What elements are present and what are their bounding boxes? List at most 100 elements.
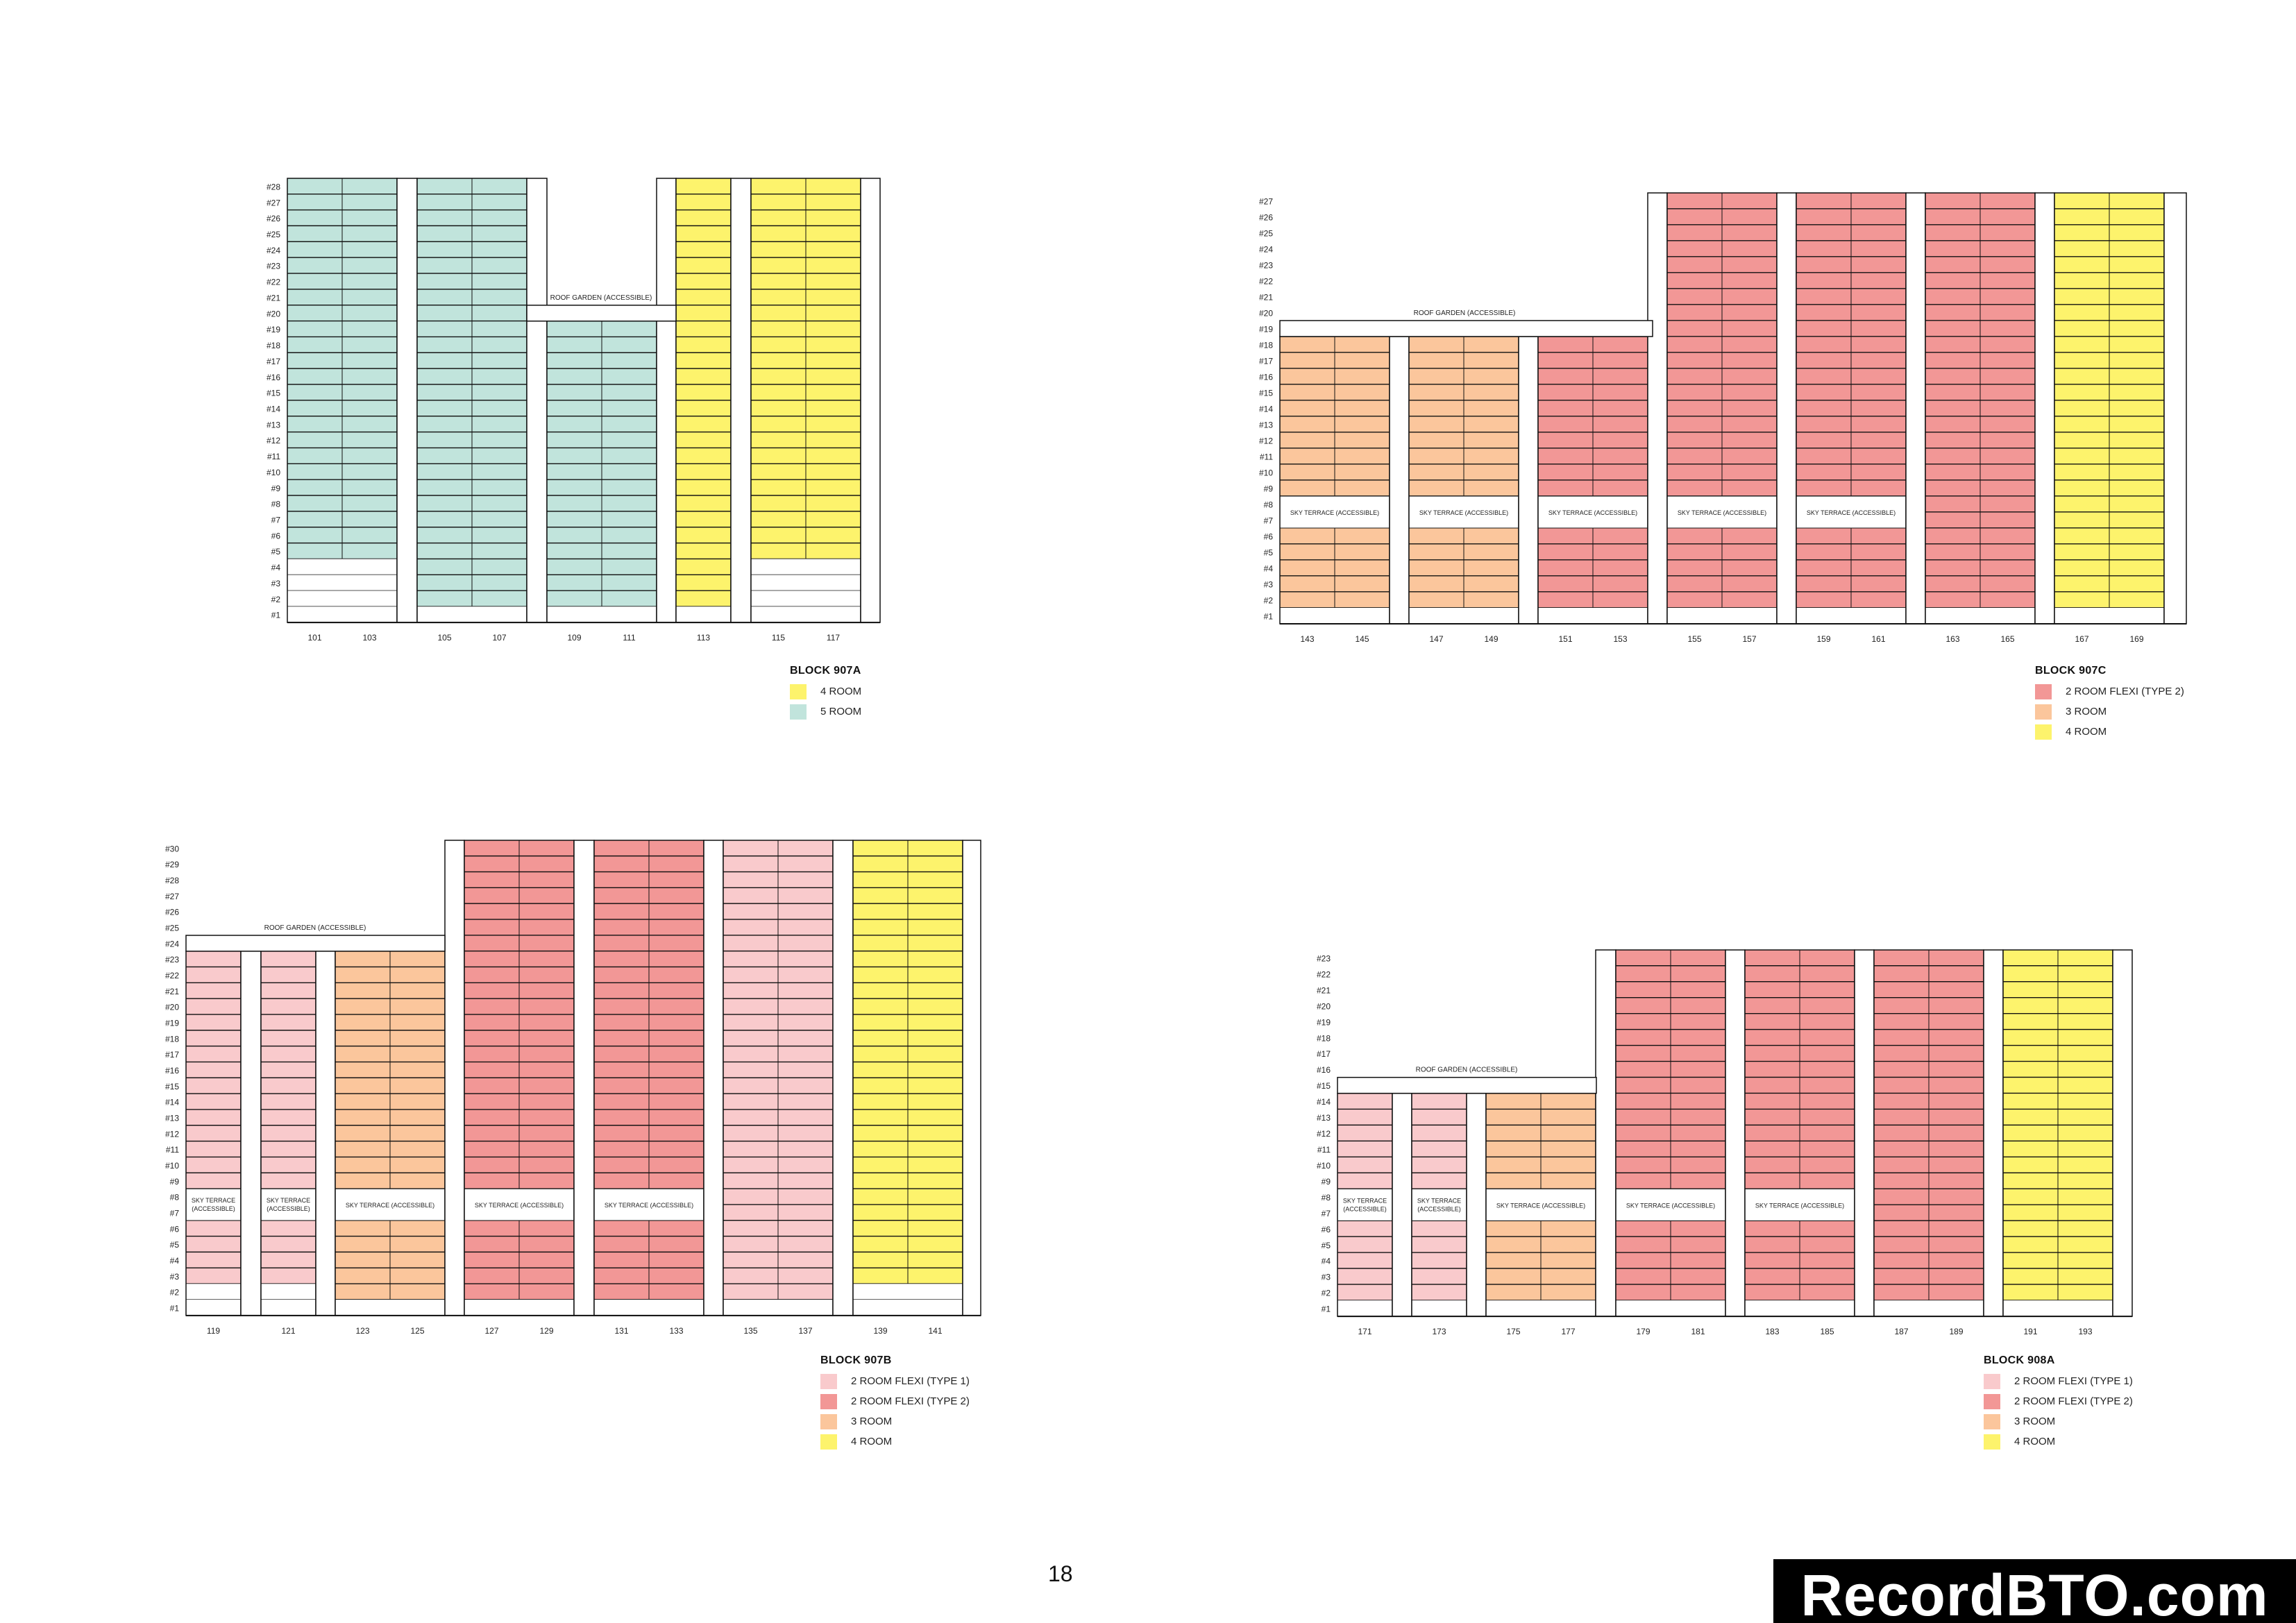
unit-cell[interactable]	[1666, 304, 1723, 321]
unit-cell[interactable]	[1873, 1109, 1930, 1126]
unit-cell[interactable]	[1334, 384, 1390, 401]
unit-cell[interactable]	[675, 226, 732, 242]
unit-cell[interactable]	[389, 1030, 446, 1047]
unit-cell[interactable]	[805, 305, 861, 322]
unit-cell[interactable]	[389, 1109, 446, 1126]
unit-cell[interactable]	[1928, 1284, 1984, 1301]
unit-cell[interactable]	[1334, 416, 1390, 433]
unit-cell[interactable]	[2109, 352, 2165, 369]
unit-cell[interactable]	[335, 951, 391, 968]
unit-cell[interactable]	[287, 194, 343, 211]
unit-cell[interactable]	[806, 590, 861, 607]
unit-cell[interactable]	[1666, 256, 1723, 273]
unit-cell[interactable]	[287, 210, 343, 227]
unit-cell[interactable]	[1721, 256, 1778, 273]
unit-cell[interactable]	[750, 352, 807, 369]
unit-cell[interactable]	[416, 416, 473, 433]
unit-cell[interactable]	[287, 226, 343, 242]
unit-cell[interactable]	[601, 495, 657, 512]
unit-cell[interactable]	[1850, 464, 1907, 481]
unit-cell[interactable]	[416, 241, 473, 258]
unit-cell[interactable]	[341, 321, 398, 338]
unit-cell[interactable]	[1486, 1300, 1541, 1317]
unit-cell[interactable]	[601, 527, 657, 544]
unit-cell[interactable]	[2054, 479, 2110, 497]
unit-cell[interactable]	[777, 840, 834, 857]
unit-cell[interactable]	[907, 982, 963, 999]
unit-cell[interactable]	[1980, 575, 2036, 593]
unit-cell[interactable]	[287, 352, 343, 369]
unit-cell[interactable]	[341, 178, 398, 195]
unit-cell[interactable]	[1980, 192, 2036, 210]
unit-cell[interactable]	[1279, 368, 1335, 385]
unit-cell[interactable]	[1408, 479, 1464, 497]
unit-cell[interactable]	[852, 1157, 909, 1173]
unit-cell[interactable]	[675, 257, 732, 274]
unit-cell[interactable]	[260, 1141, 316, 1158]
unit-cell[interactable]	[750, 289, 807, 306]
unit-cell[interactable]	[287, 543, 343, 560]
unit-cell[interactable]	[907, 1220, 963, 1237]
unit-cell[interactable]	[1873, 1141, 1930, 1157]
unit-cell[interactable]	[1666, 591, 1723, 609]
unit-cell[interactable]	[805, 210, 861, 227]
unit-cell[interactable]	[464, 1141, 520, 1158]
unit-cell[interactable]	[1408, 432, 1464, 449]
unit-cell[interactable]	[601, 384, 657, 401]
unit-cell[interactable]	[389, 1141, 446, 1158]
unit-cell[interactable]	[675, 559, 732, 576]
unit-cell[interactable]	[185, 1093, 242, 1110]
unit-cell[interactable]	[2054, 368, 2110, 385]
unit-cell[interactable]	[1670, 1109, 1726, 1126]
unit-cell[interactable]	[601, 575, 657, 591]
unit-cell[interactable]	[750, 384, 807, 401]
unit-cell[interactable]	[723, 1062, 779, 1078]
unit-cell[interactable]	[1925, 304, 1981, 321]
unit-cell[interactable]	[1873, 1013, 1930, 1030]
unit-cell[interactable]	[335, 1267, 391, 1284]
unit-cell[interactable]	[723, 1283, 779, 1300]
unit-cell[interactable]	[777, 1062, 834, 1078]
unit-cell[interactable]	[389, 1014, 446, 1031]
unit-cell[interactable]	[907, 1109, 963, 1126]
unit-cell[interactable]	[907, 1093, 963, 1110]
unit-cell[interactable]	[2057, 1125, 2113, 1142]
unit-cell[interactable]	[1796, 320, 1852, 337]
unit-cell[interactable]	[1925, 527, 1981, 545]
unit-cell[interactable]	[1334, 368, 1390, 385]
unit-cell[interactable]	[185, 1267, 242, 1284]
unit-cell[interactable]	[777, 1267, 834, 1284]
unit-cell[interactable]	[675, 321, 732, 338]
unit-cell[interactable]	[2054, 575, 2110, 593]
unit-cell[interactable]	[805, 432, 861, 449]
unit-cell[interactable]	[1928, 1236, 1984, 1253]
unit-cell[interactable]	[464, 1267, 520, 1284]
unit-cell[interactable]	[1850, 368, 1907, 385]
unit-cell[interactable]	[723, 1188, 779, 1205]
unit-cell[interactable]	[471, 257, 527, 274]
unit-cell[interactable]	[518, 1093, 575, 1110]
unit-cell[interactable]	[185, 982, 242, 999]
unit-cell[interactable]	[546, 590, 602, 607]
unit-cell[interactable]	[2002, 1268, 2059, 1285]
unit-cell[interactable]	[1980, 224, 2036, 241]
unit-cell[interactable]	[471, 289, 527, 306]
unit-cell[interactable]	[675, 448, 732, 464]
unit-cell[interactable]	[2054, 608, 2109, 624]
unit-cell[interactable]	[593, 967, 650, 983]
unit-cell[interactable]	[1721, 272, 1778, 289]
unit-cell[interactable]	[675, 432, 732, 449]
unit-cell[interactable]	[2057, 1156, 2113, 1173]
unit-cell[interactable]	[342, 606, 397, 623]
unit-cell[interactable]	[723, 1030, 779, 1047]
unit-cell[interactable]	[1334, 543, 1390, 561]
unit-cell[interactable]	[805, 226, 861, 242]
unit-cell[interactable]	[1873, 1284, 1930, 1301]
unit-cell[interactable]	[805, 178, 861, 195]
unit-cell[interactable]	[675, 384, 732, 401]
unit-cell[interactable]	[852, 1252, 909, 1268]
unit-cell[interactable]	[852, 1109, 909, 1126]
unit-cell[interactable]	[907, 903, 963, 920]
unit-cell[interactable]	[1873, 1204, 1930, 1221]
unit-cell[interactable]	[2002, 1045, 2059, 1062]
